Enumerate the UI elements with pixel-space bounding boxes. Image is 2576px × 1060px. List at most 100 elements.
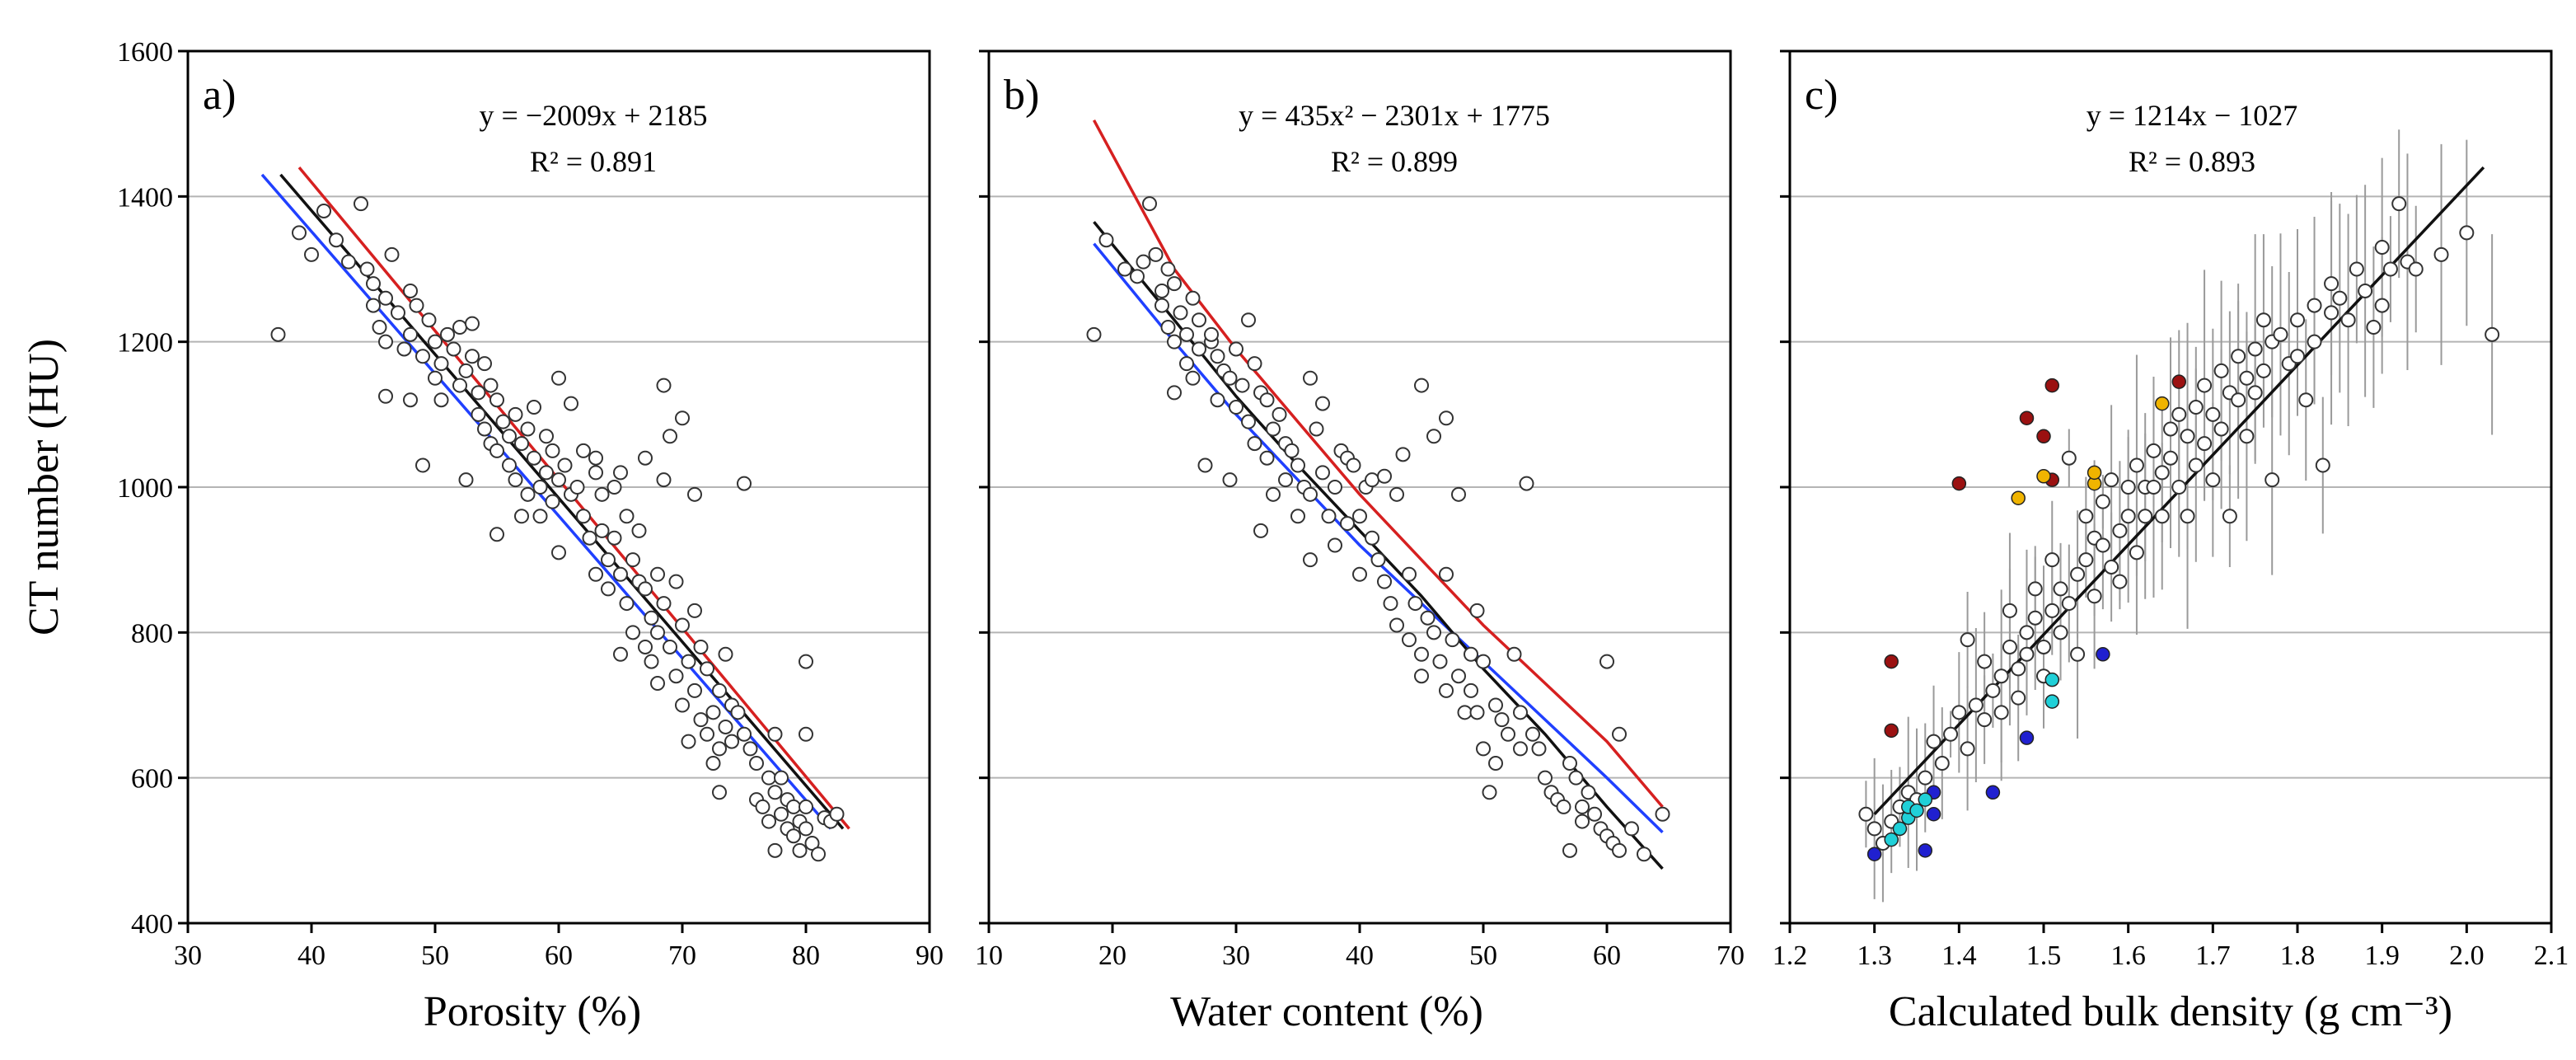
panel-b: 10 20 30 40 50 60 70 b) y = 435x² − 2301x + 17… [975,49,1745,1035]
panel-a-data-point [644,610,659,626]
panel-a-x-tick-label: 90 [916,940,944,971]
panel-c-highlight-point [2036,469,2051,484]
panel-c-data-point [2154,465,2170,481]
panel-c-highlight-point [1884,832,1899,847]
panel-c-data-point [2366,320,2382,335]
panel-a-data-point [712,741,727,757]
panel-a-data-point [489,392,504,408]
panel-b-data-point [1160,261,1176,277]
panel-c-data-point [1960,632,1975,648]
panel-c-data-point [2247,385,2263,401]
panel-a-data-point [687,486,702,502]
panel-c-data-point [2332,290,2348,306]
panel-c-data-point [2061,596,2077,612]
panel-b-data-point [1445,632,1460,648]
panel-b-data-point [1402,632,1417,648]
panel-b-data-point [1315,396,1330,411]
panel-a-x-tick-label: 30 [174,940,202,971]
panel-a-data-point [329,232,344,248]
panel-c-data-point [2231,392,2246,408]
panel-b-data-point [1192,341,1206,357]
panel-b-data-point [1389,486,1404,502]
panel-c-data-point [2095,494,2110,509]
panel-a-data-point [465,316,480,331]
panel-a-data-point [471,385,486,401]
panel-b-data-point [1272,406,1287,422]
panel-a-data-point [433,392,449,408]
panel-a-data-point [799,799,813,814]
panel-a-data-point [613,566,628,582]
panel-a-data-point [576,509,591,524]
panel-b-data-point [1222,472,1238,488]
panel-a-data-point [446,341,461,357]
panel-a-data-point [588,465,603,481]
panel-b-label: b) [1004,72,1039,119]
panel-b-data-point [1525,726,1540,742]
panel-c-data-point [2188,457,2204,473]
panel-c-data-point [2255,312,2271,328]
panel-c-data-point [2070,566,2086,582]
panel-c-x-tick-label: 1.9 [2364,940,2400,971]
panel-b-data-point [1395,447,1411,462]
panel-b-data-point [1476,741,1491,757]
panel-c-data-point [2247,341,2263,357]
panel-c-data-point [2408,261,2424,277]
panel-c-data-point [2163,421,2178,437]
panel-c-highlight-point [2171,374,2187,389]
panel-b-data-point [1439,410,1454,426]
panel-a-data-point [588,450,603,466]
panel-b-x-tick-label: 50 [1469,940,1497,971]
panel-c-data-point [2180,509,2195,524]
panel-b-data-point [1315,465,1330,481]
panel-a-data-point [551,545,566,560]
panel-b-x-axis-title: Water content (%) [1170,988,1483,1035]
panel-a-data-point [693,712,709,728]
panel-a-data-point [749,756,764,772]
panel-a-ticks: 400 600 800 1000 1200 1400 1600 30 40 50 60 70 80 90 [117,37,944,971]
panel-b-r2: R² = 0.899 [1331,145,1458,178]
panel-a-data-point [557,457,573,473]
panel-b-data-point [1476,654,1491,669]
panel-a-data-point [304,246,319,262]
panel-b-data-point [1247,436,1262,452]
panel-b-data-point [1086,326,1102,342]
panel-b-data-point [1192,312,1206,328]
panel-c-data-point [2078,509,2094,524]
panel-a-data-point [718,719,733,734]
panel-c-data-point [2027,610,2043,626]
panel-a-data-point [619,509,635,524]
panel-a-data-point [458,363,474,378]
panel-c-highlight-point [1918,792,1933,807]
panel-c-x-tick-label: 1.7 [2195,940,2231,971]
panel-c-data-point [2290,349,2305,364]
panel-c-data-point [2146,443,2161,458]
panel-c-x-tick-label: 1.6 [2110,940,2146,971]
panel-c-data-point [2061,450,2077,466]
panel-c-data-point [1993,705,2009,720]
panel-c-highlight-point [2154,396,2170,411]
panel-c-data-point [2154,509,2170,524]
panel-c-data-point [2265,472,2280,488]
panel-c-data-point [2358,283,2373,298]
panel-a-data-point [737,476,752,491]
panel-a-data-point [588,566,603,582]
panel-a-data-point [495,414,511,429]
panel-a-data-point [619,596,635,612]
panel-b-data-point [1464,682,1478,698]
panel-a-data-point [668,574,684,589]
panel-a-data-point [483,378,499,393]
panel-c-x-tick-label: 1.4 [1941,940,1977,971]
panel-c-data-point [2112,574,2128,589]
panel-b-equation: y = 435x² − 2301x + 1775 [1239,99,1550,132]
panel-c-data-point [2382,261,2398,277]
panel-a-data-point [415,457,430,473]
panel-c-x-tick-label: 1.8 [2280,940,2316,971]
panel-c-data-point [1960,741,1975,757]
panel-b-data-point [1098,232,1114,248]
panel-a-x-tick-label: 40 [297,940,326,971]
panel-b-data-point [1426,625,1441,640]
panel-c-data-point [2459,225,2475,241]
panel-a-data-point [403,326,418,342]
panel-c-data-point [2171,480,2187,495]
